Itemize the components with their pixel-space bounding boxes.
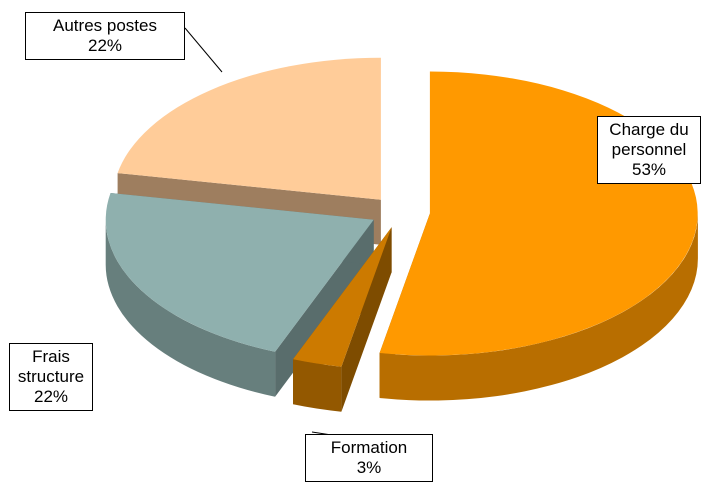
leader-line: [184, 27, 223, 73]
label-category: Frais structure: [17, 347, 85, 386]
data-label: Autres postes 22%: [25, 12, 185, 60]
data-label: Frais structure 22%: [9, 343, 93, 411]
label-category: Charge du personnel: [609, 120, 689, 159]
label-value: 3%: [356, 458, 382, 477]
label-category: Autres postes: [53, 16, 157, 35]
label-category: Formation: [330, 438, 408, 457]
label-value: 22%: [87, 36, 123, 55]
label-value: 22%: [33, 387, 69, 406]
data-label: Charge du personnel 53%: [597, 116, 701, 184]
slice: [293, 227, 392, 367]
label-value: 53%: [631, 160, 667, 179]
slice-wall: [293, 359, 342, 412]
data-label: Formation 3%: [305, 434, 433, 482]
slice: [105, 193, 374, 352]
slice-wall: [379, 213, 698, 401]
slice: [117, 57, 381, 200]
slice-wall: [105, 219, 276, 397]
